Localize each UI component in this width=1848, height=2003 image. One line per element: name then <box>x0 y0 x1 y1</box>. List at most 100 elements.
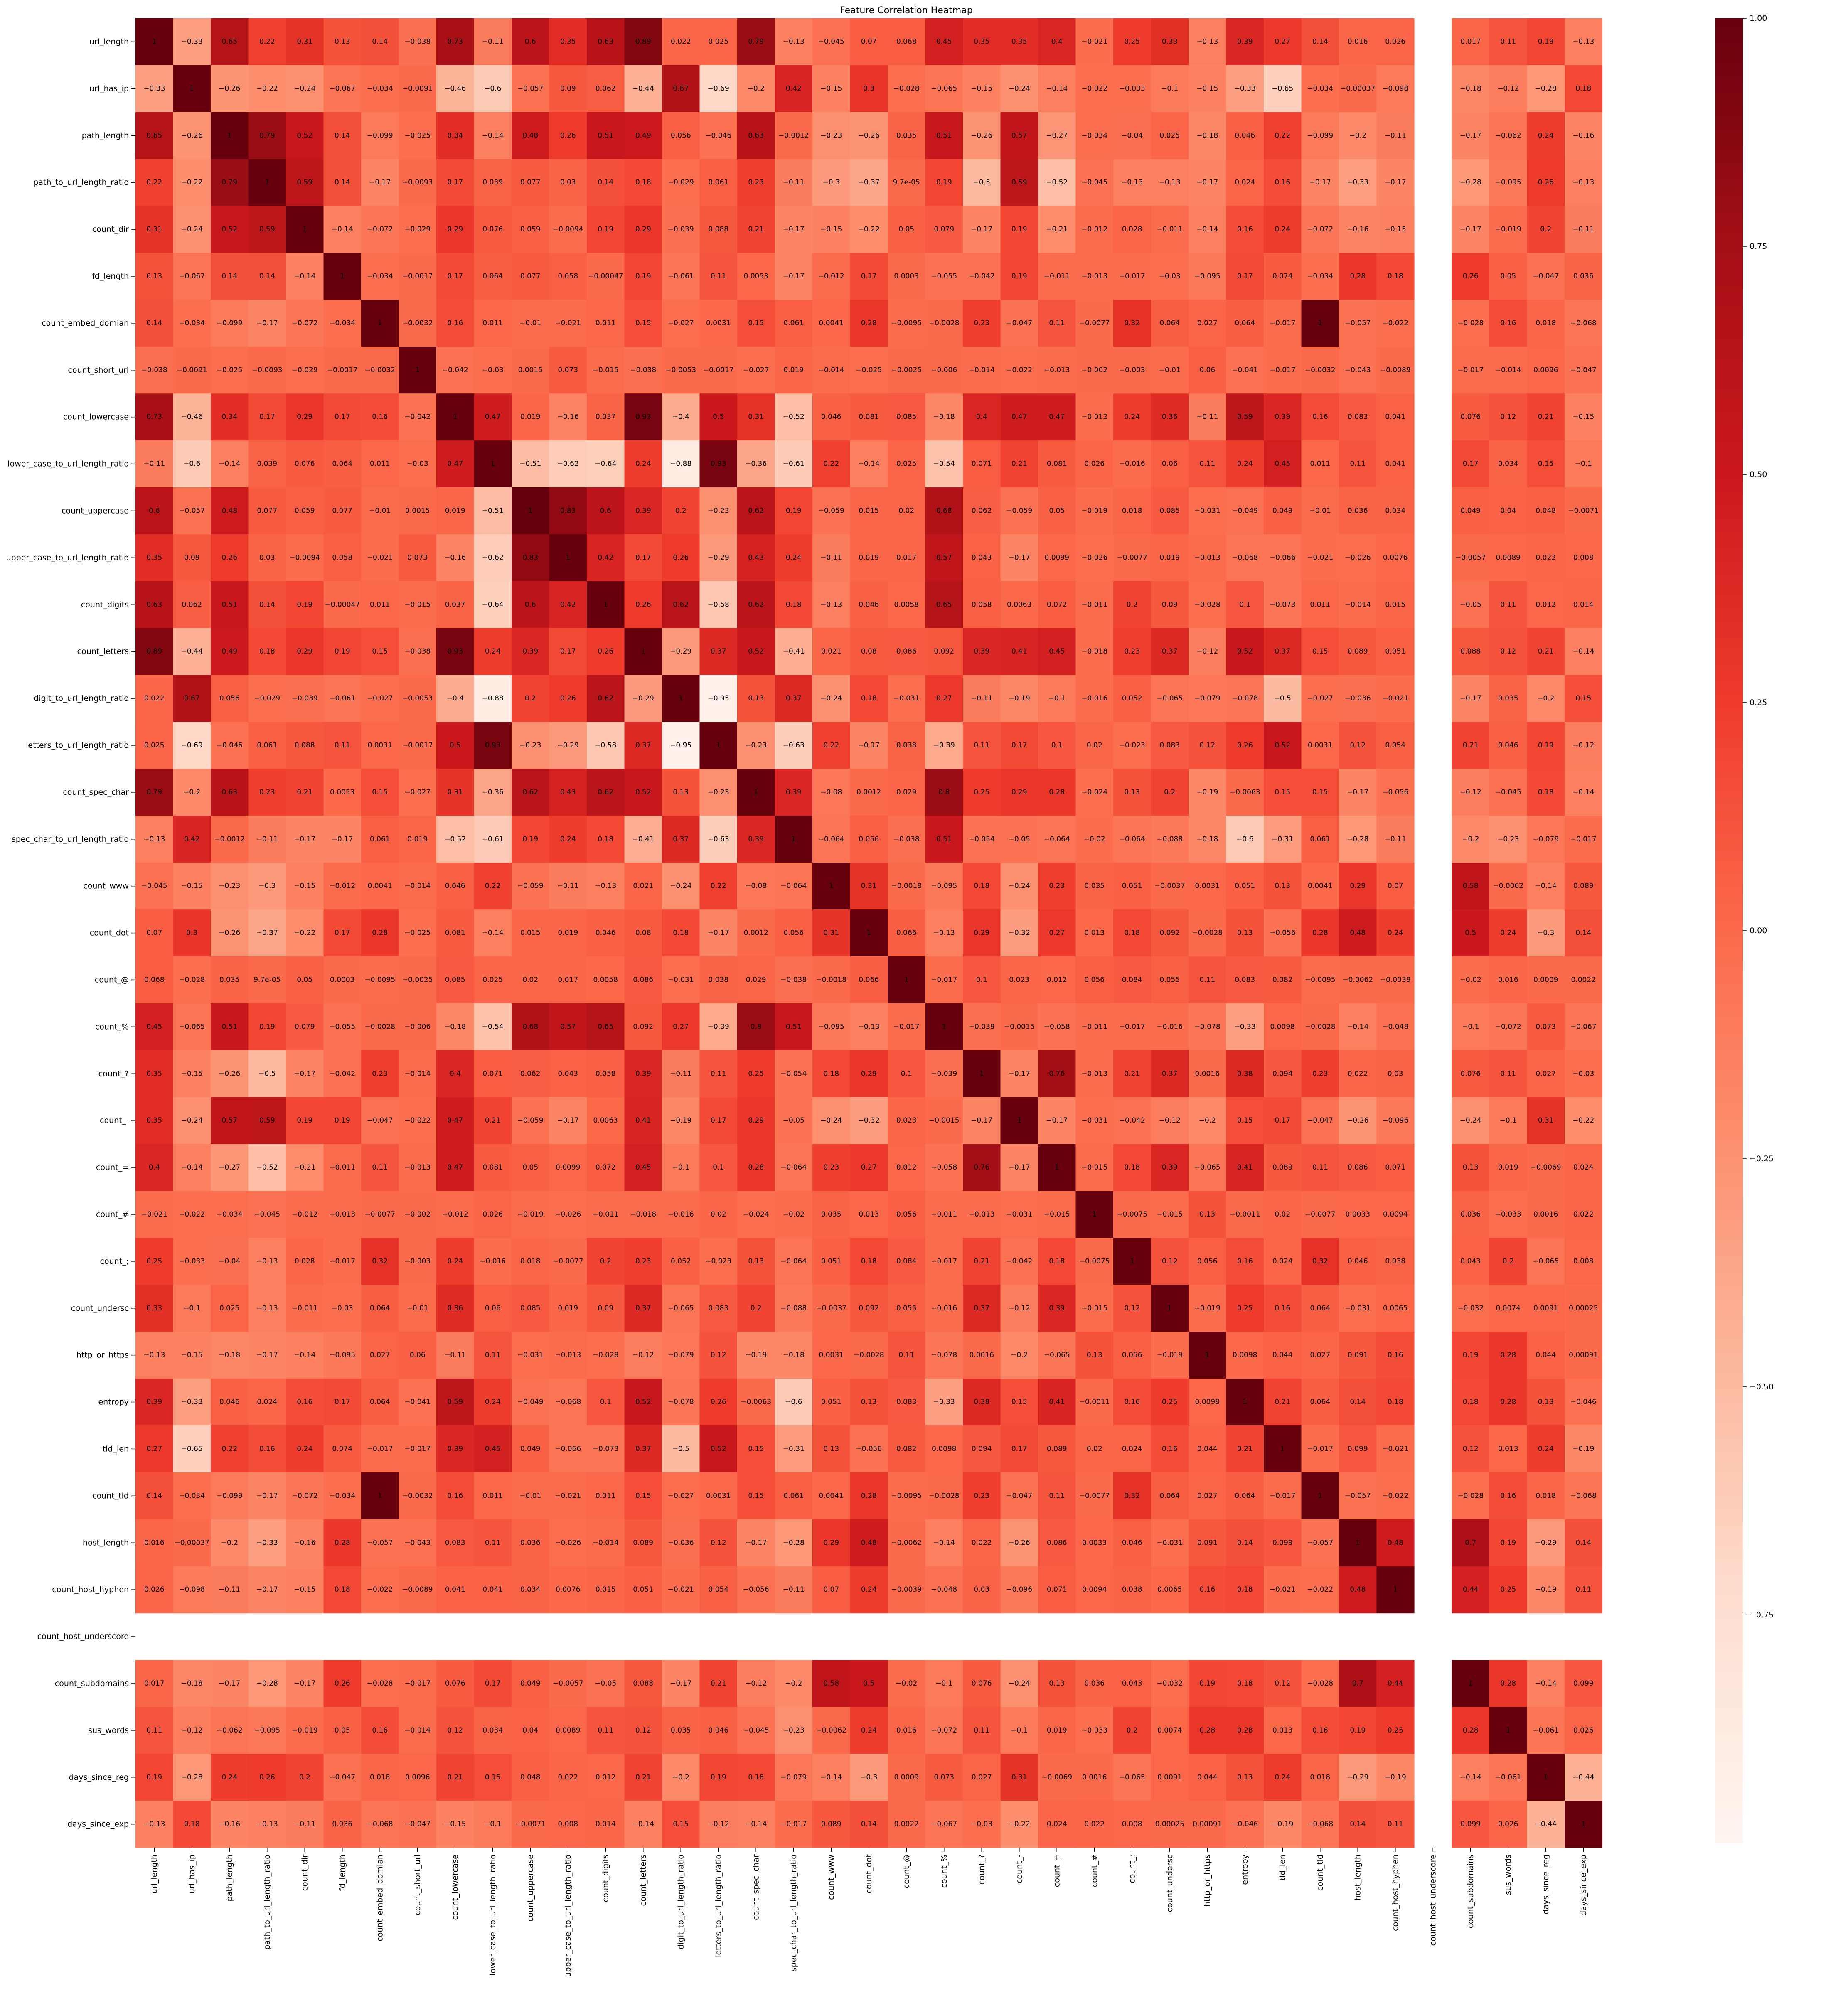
heatmap-cell-value: 0.58 <box>823 1679 839 1688</box>
heatmap-cell-value: 0.12 <box>1199 741 1215 750</box>
heatmap-cell <box>248 112 286 160</box>
heatmap-cell <box>474 628 512 676</box>
x-axis-tick-label: count_embed_domian <box>375 1854 384 1942</box>
heatmap-cell-value: −0.0071 <box>1568 506 1599 515</box>
heatmap-cell <box>1452 300 1490 347</box>
heatmap-cell-value: −0.37 <box>858 178 880 187</box>
heatmap-cell <box>135 628 174 676</box>
heatmap-cell-value: −0.0095 <box>891 1492 922 1500</box>
heatmap-cell-value: 0.12 <box>1500 413 1516 421</box>
heatmap-cell-value: −0.0028 <box>364 1022 395 1031</box>
heatmap-cell-value: −0.066 <box>555 1445 581 1453</box>
heatmap-cell <box>587 487 625 535</box>
heatmap-cell <box>436 159 475 206</box>
x-axis-tick-label: url_has_ip <box>187 1854 197 1894</box>
heatmap-cell-value: 0.17 <box>1275 1116 1290 1125</box>
heatmap-cell-value: 0.11 <box>335 741 350 750</box>
heatmap-cell <box>1264 769 1302 816</box>
heatmap-cell-value: 0.084 <box>1122 976 1142 984</box>
heatmap-cell <box>812 18 851 66</box>
heatmap-cell <box>699 159 738 206</box>
heatmap-cell <box>850 347 888 394</box>
heatmap-cell <box>1075 487 1114 535</box>
heatmap-cell-value: −0.065 <box>179 1022 205 1031</box>
heatmap-cell-value: −0.026 <box>1345 553 1371 562</box>
heatmap-cell-value: −0.0077 <box>553 1257 583 1266</box>
heatmap-cell <box>1189 816 1227 863</box>
x-axis-tick-label: path_to_url_length_ratio <box>263 1854 272 1950</box>
heatmap-cell-value: 0.064 <box>482 272 503 280</box>
heatmap-cell <box>1565 65 1603 113</box>
heatmap-cell <box>1452 65 1490 113</box>
heatmap-cell-value: 0.094 <box>1272 1069 1293 1078</box>
heatmap-cell-value: 0.26 <box>598 647 613 656</box>
heatmap-cell-value: −0.059 <box>517 882 544 890</box>
heatmap-cell-value: 0.2 <box>525 694 536 703</box>
heatmap-cell-value: −0.021 <box>1382 1445 1408 1453</box>
heatmap-cell <box>1301 769 1339 816</box>
heatmap-cell-value: 0.048 <box>520 1773 541 1782</box>
heatmap-cell <box>512 769 550 816</box>
heatmap-cell <box>1189 112 1227 160</box>
heatmap-cell-value: −0.00037 <box>174 1539 209 1547</box>
heatmap-cell <box>1527 534 1565 582</box>
heatmap-cell-value: 0.064 <box>370 1398 390 1406</box>
heatmap-cell-value: −0.043 <box>1345 366 1371 374</box>
heatmap-cell-value: −0.058 <box>931 1163 957 1172</box>
x-axis-tick-label: count_lowercase <box>450 1854 460 1920</box>
heatmap-cell-value: 0.24 <box>1124 413 1140 421</box>
heatmap-cell-value: 0.24 <box>861 1585 877 1594</box>
heatmap-cell-value: −0.0095 <box>1305 976 1336 984</box>
heatmap-cell-value: 0.39 <box>974 647 989 656</box>
heatmap-cell <box>248 159 286 206</box>
heatmap-cell-value: 0.59 <box>297 178 313 187</box>
heatmap-cell-value: 0.21 <box>1237 1445 1253 1453</box>
heatmap-cell-value: 0.04 <box>1500 506 1516 515</box>
heatmap-cell-value: −0.0062 <box>1342 976 1373 984</box>
heatmap-cell-value: 0.061 <box>370 835 390 843</box>
heatmap-cell <box>812 206 851 253</box>
heatmap-cell <box>812 393 851 441</box>
heatmap-cell-value: 0.099 <box>1272 1539 1293 1547</box>
heatmap-cell <box>925 534 963 582</box>
heatmap-cell <box>361 675 399 723</box>
heatmap-cell <box>1527 65 1565 113</box>
heatmap-cell-value: −0.095 <box>1194 272 1221 280</box>
heatmap-cell <box>323 159 362 206</box>
heatmap-cell <box>1339 65 1377 113</box>
heatmap-cell-value: 0.09 <box>184 553 200 562</box>
heatmap-cell-value: 0.08 <box>861 647 877 656</box>
heatmap-cell <box>850 816 888 863</box>
heatmap-cell <box>1565 253 1603 300</box>
heatmap-cell-value: 0.7 <box>1465 1539 1476 1547</box>
heatmap-cell-value: −0.013 <box>1044 366 1070 374</box>
heatmap-cell <box>135 816 174 863</box>
heatmap-cell-value: 0.19 <box>711 1773 726 1782</box>
heatmap-cell-value: 0.14 <box>598 178 613 187</box>
heatmap-cell-value: 0.085 <box>520 1304 541 1312</box>
heatmap-cell-value: −0.1 <box>1462 1022 1479 1031</box>
heatmap-cell <box>888 112 926 160</box>
heatmap-cell-value: 0.14 <box>1575 929 1591 937</box>
heatmap-cell-value: −0.13 <box>256 1820 278 1829</box>
heatmap-cell-value: −0.24 <box>1009 1679 1030 1688</box>
heatmap-cell-value: −0.036 <box>668 1539 694 1547</box>
heatmap-cell <box>812 159 851 206</box>
heatmap-cell <box>1075 534 1114 582</box>
colorbar-tick-label: 0.25 <box>1750 698 1767 707</box>
heatmap-cell <box>624 347 662 394</box>
heatmap-cell <box>1226 534 1264 582</box>
heatmap-cell-value: 0.05 <box>1049 506 1065 515</box>
heatmap-cell <box>436 300 475 347</box>
heatmap-cell-value: −0.0028 <box>929 1492 960 1500</box>
heatmap-cell <box>474 206 512 253</box>
heatmap-cell <box>1038 675 1076 723</box>
heatmap-cell-value: −0.44 <box>1535 1820 1557 1829</box>
heatmap-cell <box>888 487 926 535</box>
heatmap-cell <box>436 65 475 113</box>
heatmap-cell-value: 0.15 <box>485 1773 501 1782</box>
heatmap-cell-value: 0.081 <box>445 929 465 937</box>
heatmap-cell-value: −0.0069 <box>1531 1163 1561 1172</box>
heatmap-cell-value: 0.011 <box>1310 600 1330 609</box>
heatmap-cell-value: 0.19 <box>635 272 651 280</box>
